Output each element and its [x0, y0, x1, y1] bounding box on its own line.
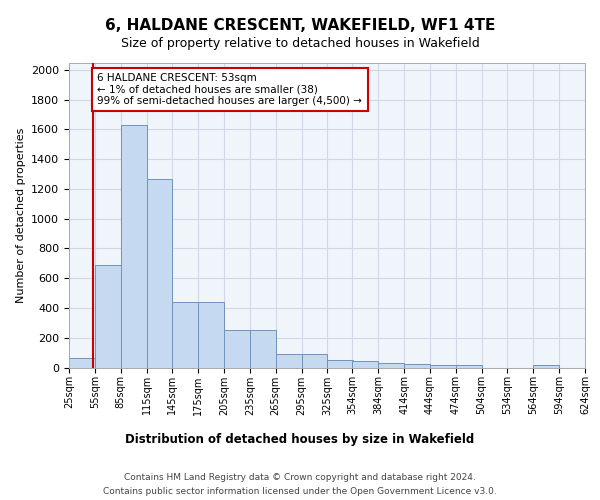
Bar: [276, 354, 302, 368]
Bar: [69, 358, 95, 368]
Y-axis label: Number of detached properties: Number of detached properties: [16, 128, 26, 302]
Bar: [352, 361, 378, 368]
Bar: [404, 364, 430, 368]
Bar: [533, 364, 559, 368]
Bar: [121, 125, 146, 368]
Text: Distribution of detached houses by size in Wakefield: Distribution of detached houses by size …: [125, 432, 475, 446]
Bar: [250, 330, 276, 368]
Bar: [172, 302, 198, 368]
Text: Contains public sector information licensed under the Open Government Licence v3: Contains public sector information licen…: [103, 488, 497, 496]
Bar: [224, 330, 250, 368]
Bar: [430, 364, 456, 368]
Text: 6 HALDANE CRESCENT: 53sqm
← 1% of detached houses are smaller (38)
99% of semi-d: 6 HALDANE CRESCENT: 53sqm ← 1% of detach…: [97, 73, 362, 106]
Bar: [328, 360, 353, 368]
Text: Contains HM Land Registry data © Crown copyright and database right 2024.: Contains HM Land Registry data © Crown c…: [124, 472, 476, 482]
Bar: [146, 178, 172, 368]
Text: 6, HALDANE CRESCENT, WAKEFIELD, WF1 4TE: 6, HALDANE CRESCENT, WAKEFIELD, WF1 4TE: [105, 18, 495, 32]
Bar: [302, 354, 328, 368]
Text: Size of property relative to detached houses in Wakefield: Size of property relative to detached ho…: [121, 38, 479, 51]
Bar: [95, 265, 121, 368]
Bar: [198, 302, 224, 368]
Bar: [378, 363, 404, 368]
Bar: [456, 364, 482, 368]
